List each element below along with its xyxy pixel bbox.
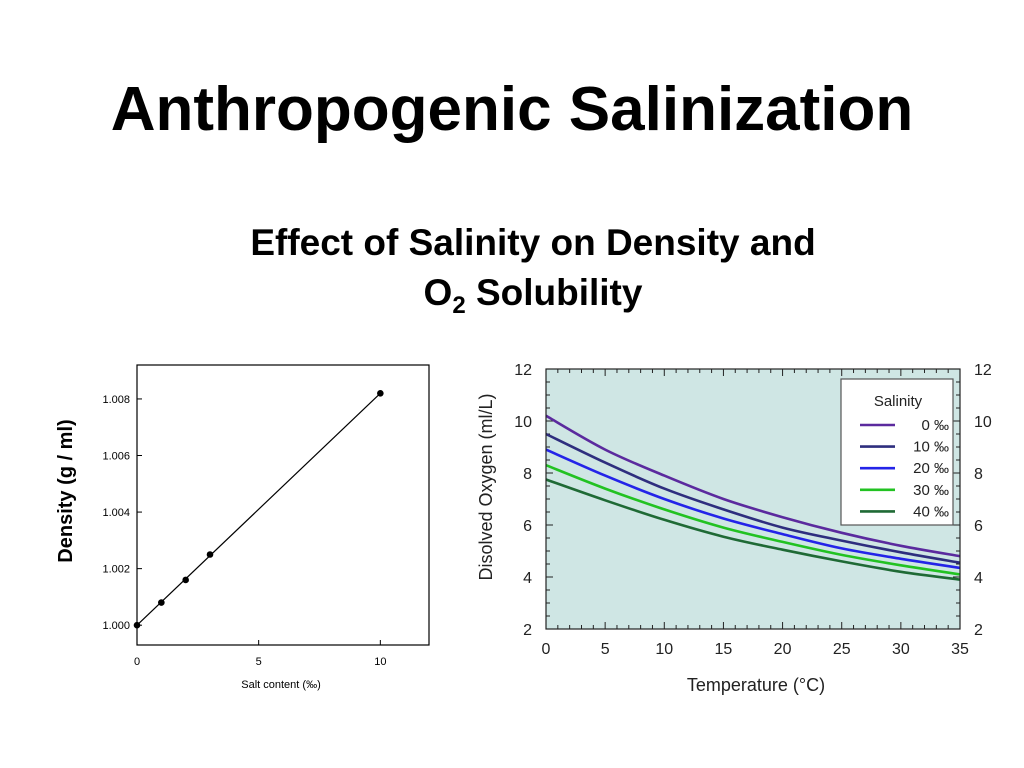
oxygen-x-tick-label: 25: [833, 641, 851, 658]
density-data-point: [377, 389, 384, 397]
subtitle-rest: Solubility: [465, 272, 643, 313]
density-data-point: [182, 576, 189, 584]
oxygen-legend-label: 30 ‰: [913, 482, 949, 499]
oxygen-y-tick-label-left: 8: [523, 466, 532, 483]
density-y-tick-label: 1.000: [102, 620, 130, 632]
oxygen-series-line: [545, 463, 961, 576]
density-x-tick-label: 0: [134, 656, 140, 668]
oxygen-x-tick-label: 20: [774, 641, 792, 658]
oxygen-y-tick-label-right: 4: [974, 570, 983, 587]
oxygen-series-line: [545, 414, 961, 558]
oxygen-plot-background: [546, 369, 960, 629]
slide-subtitle: Effect of Salinity on Density and O2 Sol…: [0, 218, 1024, 318]
density-x-tick-label: 10: [374, 656, 386, 668]
oxygen-y-tick-label-right: 12: [974, 362, 992, 379]
oxygen-legend-label: 0 ‰: [921, 417, 949, 434]
density-y-tick-label: 1.002: [102, 564, 130, 576]
oxygen-x-tick-label: 5: [601, 641, 610, 658]
oxygen-legend-label: 20 ‰: [913, 460, 949, 477]
oxygen-x-tick-label: 35: [951, 641, 969, 658]
density-data-point: [206, 551, 214, 558]
oxygen-legend-label: 10 ‰: [913, 439, 949, 456]
density-y-tick-label: 1.008: [102, 394, 130, 406]
density-x-tick-label: 5: [256, 656, 262, 668]
oxygen-x-tick-label: 30: [892, 641, 910, 658]
oxygen-y-tick-label-left: 12: [514, 362, 532, 379]
oxygen-x-axis-label: Temperature (°C): [687, 675, 825, 695]
oxygen-series-line: [545, 478, 961, 581]
oxygen-legend-box: [840, 378, 954, 526]
density-plot-frame: [136, 364, 430, 646]
oxygen-y-tick-label-left: 10: [514, 414, 532, 431]
oxygen-series-line: [545, 448, 961, 570]
subtitle-subscript: 2: [452, 292, 466, 319]
density-fit-line: [136, 392, 381, 626]
oxygen-y-tick-label-right: 6: [974, 518, 983, 535]
oxygen-x-tick-label: 0: [542, 641, 551, 658]
density-x-axis-label: Salt content (‰): [241, 679, 320, 691]
oxygen-x-tick-label: 15: [715, 641, 733, 658]
oxygen-plot-frame: [545, 368, 961, 630]
oxygen-y-tick-label-left: 2: [523, 622, 532, 639]
density-y-axis-label: Density (g / ml): [55, 419, 77, 562]
oxygen-y-axis-label: Disolved Oxygen (ml/L): [476, 393, 496, 580]
oxygen-y-tick-label-left: 4: [523, 570, 532, 587]
density-data-point: [133, 621, 141, 629]
oxygen-y-tick-label-right: 2: [974, 622, 983, 639]
oxygen-legend-title: Salinity: [874, 393, 923, 410]
density-y-tick-label: 1.006: [102, 451, 130, 463]
subtitle-o: O: [423, 272, 453, 313]
oxygen-series-line: [545, 432, 961, 564]
oxygen-y-tick-label-left: 6: [523, 518, 532, 535]
oxygen-y-tick-label-right: 10: [974, 414, 992, 431]
oxygen-x-tick-label: 10: [655, 641, 673, 658]
density-data-point: [158, 599, 165, 606]
oxygen-legend-label: 40 ‰: [913, 503, 949, 520]
oxygen-y-tick-label-right: 8: [974, 466, 983, 483]
slide-title: Anthropogenic Salinization: [110, 75, 914, 144]
density-y-tick-label: 1.004: [102, 507, 130, 519]
subtitle-line-1: Effect of Salinity on Density and: [250, 222, 816, 263]
